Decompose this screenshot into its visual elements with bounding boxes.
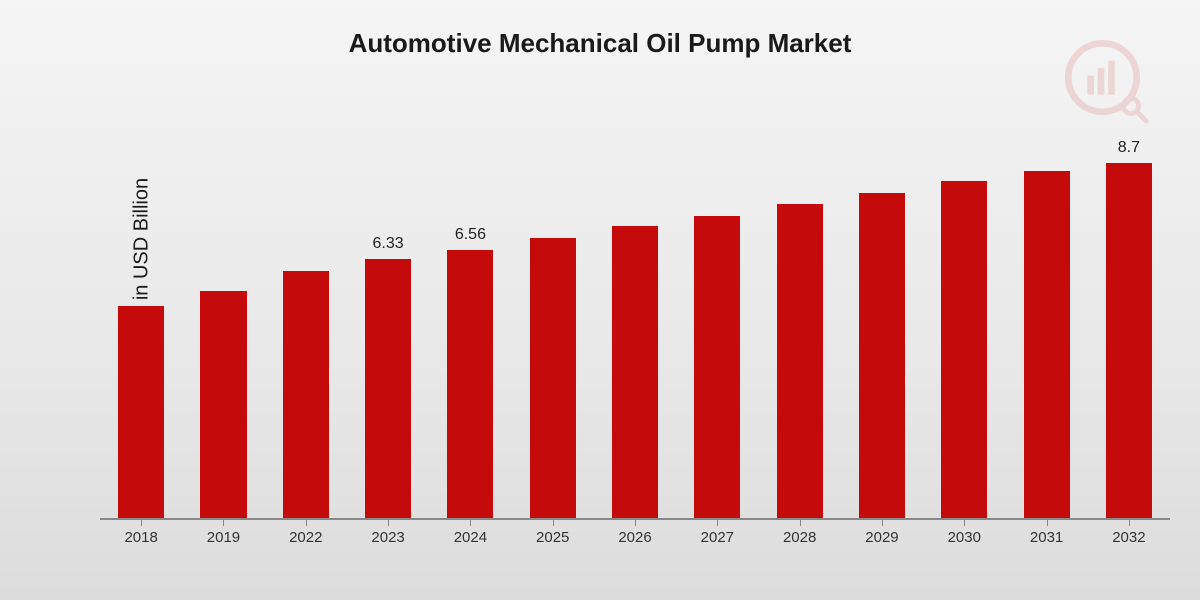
bar: 6.33	[365, 259, 411, 518]
bar-wrap: 8.7	[1088, 130, 1170, 518]
bar: 6.56	[447, 250, 493, 518]
bar	[118, 306, 164, 518]
bar-wrap	[594, 130, 676, 518]
bar	[694, 216, 740, 518]
x-tick-label: 2018	[100, 529, 182, 546]
bar-wrap: 6.33	[347, 130, 429, 518]
bar-wrap	[923, 130, 1005, 518]
bar-wrap: 6.56	[429, 130, 511, 518]
x-tick-label: 2019	[182, 529, 264, 546]
bar	[859, 193, 905, 518]
bar-wrap	[1005, 130, 1087, 518]
bar-wrap	[265, 130, 347, 518]
x-tick-label: 2032	[1088, 529, 1170, 546]
x-tick-label: 2029	[841, 529, 923, 546]
bar: 8.7	[1106, 163, 1152, 518]
plot-area: 6.33 6.56 8.7	[100, 130, 1170, 520]
x-tick-label: 2022	[265, 529, 347, 546]
x-tick-label: 2030	[923, 529, 1005, 546]
bar-wrap	[676, 130, 758, 518]
bar	[941, 181, 987, 518]
bar	[1024, 171, 1070, 518]
bar-value-label: 6.33	[373, 235, 404, 253]
chart-title: Automotive Mechanical Oil Pump Market	[0, 28, 1200, 59]
x-tick-label: 2031	[1005, 529, 1087, 546]
bar-wrap	[759, 130, 841, 518]
x-tick-label: 2027	[676, 529, 758, 546]
bar-value-label: 6.56	[455, 226, 486, 244]
bar-wrap	[100, 130, 182, 518]
bar	[200, 291, 246, 518]
x-axis: 2018201920222023202420252026202720282029…	[100, 524, 1170, 550]
x-tick-label: 2028	[759, 529, 841, 546]
bar-wrap	[512, 130, 594, 518]
x-tick-label: 2026	[594, 529, 676, 546]
watermark-logo	[1055, 30, 1150, 130]
bar	[530, 238, 576, 518]
x-tick-label: 2023	[347, 529, 429, 546]
x-tick-label: 2024	[429, 529, 511, 546]
bar	[777, 204, 823, 518]
bar	[283, 271, 329, 518]
bar-wrap	[841, 130, 923, 518]
bars-container: 6.33 6.56 8.7	[100, 130, 1170, 518]
bar	[612, 226, 658, 518]
bar-value-label: 8.7	[1118, 139, 1140, 157]
x-tick-label: 2025	[512, 529, 594, 546]
bar-wrap	[182, 130, 264, 518]
chart-area: 6.33 6.56 8.7 2018201920222023202420252026…	[100, 130, 1170, 550]
